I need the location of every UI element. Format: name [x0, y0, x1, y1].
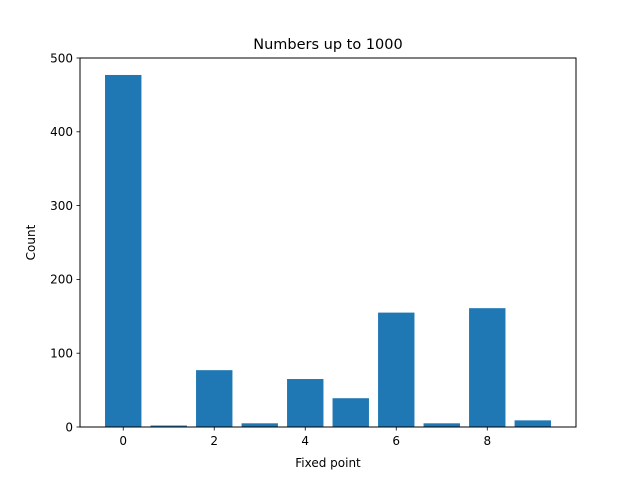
- bar-8: [469, 308, 506, 427]
- y-tick-label-400: 400: [50, 125, 73, 139]
- x-tick-label-2: 2: [210, 434, 218, 448]
- bar-7: [423, 423, 460, 427]
- bar-9: [514, 420, 551, 427]
- x-tick-label-6: 6: [392, 434, 400, 448]
- y-axis-label: Count: [24, 224, 38, 260]
- x-axis-label: Fixed point: [295, 456, 361, 470]
- y-tick-label-300: 300: [50, 199, 73, 213]
- y-axis-ticks: 0 100 200 300 400 500: [50, 51, 80, 434]
- x-tick-label-4: 4: [301, 434, 309, 448]
- bar-4: [287, 379, 324, 427]
- bar-2: [196, 370, 233, 427]
- bar-1: [150, 425, 187, 427]
- y-tick-label-100: 100: [50, 347, 73, 361]
- bar-3: [241, 423, 278, 427]
- y-tick-label-200: 200: [50, 273, 73, 287]
- chart-title: Numbers up to 1000: [253, 37, 402, 53]
- x-axis-ticks: 0 2 4 6 8: [119, 427, 491, 448]
- bar-6: [378, 312, 415, 427]
- y-tick-label-0: 0: [65, 420, 73, 434]
- bar-0: [105, 74, 142, 427]
- x-tick-label-0: 0: [119, 434, 127, 448]
- x-tick-label-8: 8: [483, 434, 491, 448]
- y-tick-label-500: 500: [50, 51, 73, 65]
- plot-frame: [79, 57, 577, 428]
- bars-layer: [105, 74, 551, 427]
- bar-5: [332, 398, 369, 427]
